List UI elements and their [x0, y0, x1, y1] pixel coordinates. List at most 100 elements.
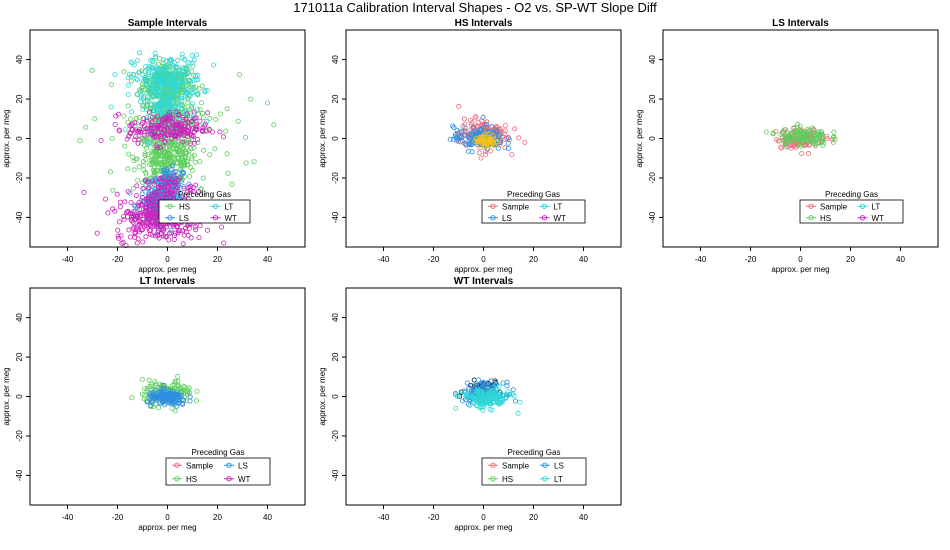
- scatter-point: [171, 401, 177, 407]
- scatter-point: [783, 140, 789, 146]
- scatter-point: [155, 101, 161, 107]
- scatter-point: [150, 138, 156, 144]
- scatter-point: [197, 118, 203, 124]
- scatter-point: [89, 67, 95, 73]
- scatter-point: [184, 111, 190, 117]
- scatter-point: [164, 190, 170, 196]
- scatter-point: [136, 164, 142, 170]
- scatter-point: [118, 233, 124, 239]
- scatter-point: [171, 84, 177, 90]
- scatter-point: [474, 387, 480, 393]
- scatter-point: [123, 243, 129, 249]
- scatter-point: [143, 106, 149, 112]
- legend-entry-label: HS: [502, 475, 513, 484]
- y-axis-label: approx. per meg: [318, 367, 327, 425]
- scatter-point: [143, 223, 149, 229]
- scatter-point: [137, 207, 143, 213]
- scatter-point: [190, 84, 196, 90]
- scatter-point: [179, 169, 185, 175]
- y-tick-label: -40: [331, 469, 340, 481]
- scatter-point: [147, 78, 153, 84]
- y-tick-label: -20: [331, 172, 340, 184]
- scatter-point: [169, 57, 175, 63]
- scatter-point: [139, 191, 145, 197]
- scatter-point: [512, 126, 518, 132]
- scatter-point: [170, 382, 176, 388]
- scatter-point: [117, 219, 123, 225]
- scatter-point: [465, 134, 471, 140]
- scatter-point: [193, 115, 199, 121]
- scatter-point: [143, 234, 149, 240]
- scatter-point: [475, 403, 481, 409]
- scatter-point: [793, 144, 799, 150]
- scatter-point: [176, 175, 182, 181]
- scatter-point: [797, 123, 803, 129]
- scatter-point: [187, 187, 193, 193]
- scatter-point: [121, 69, 127, 75]
- legend-entry-label: LS: [554, 461, 564, 470]
- scatter-point: [459, 398, 465, 404]
- scatter-point: [467, 402, 473, 408]
- scatter-point: [197, 86, 203, 92]
- scatter-point: [189, 52, 195, 58]
- scatter-point: [217, 129, 223, 135]
- scatter-point: [243, 160, 249, 166]
- scatter-point: [480, 407, 486, 413]
- scatter-point: [166, 116, 172, 122]
- scatter-point: [138, 219, 144, 225]
- scatter-point: [124, 136, 130, 142]
- scatter-point: [153, 383, 159, 389]
- legend: Preceding Gas HS LT LS WT: [158, 190, 251, 224]
- scatter-point: [179, 51, 185, 57]
- scatter-point: [122, 143, 128, 149]
- x-tick-label: 20: [213, 255, 222, 264]
- panel-1: HS Intervals -40 -20 0 20 40 -40 -20 0 20 40 approx…: [318, 18, 622, 274]
- scatter-point: [137, 50, 143, 56]
- y-tick-label: -40: [331, 211, 340, 223]
- scatter-point: [473, 382, 479, 388]
- scatter-point: [146, 96, 152, 102]
- scatter-point: [109, 136, 115, 142]
- scatter-point: [195, 107, 201, 113]
- scatter-point: [158, 224, 164, 230]
- scatter-point: [801, 134, 807, 140]
- y-tick-label: -40: [15, 211, 24, 223]
- scatter-point: [778, 131, 784, 137]
- scatter-point: [151, 222, 157, 228]
- scatter-point: [128, 131, 134, 137]
- scatter-point: [155, 110, 161, 116]
- scatter-point: [471, 377, 477, 383]
- scatter-point: [820, 143, 826, 149]
- scatter-point: [162, 140, 168, 146]
- scatter-point: [155, 227, 161, 233]
- scatter-point: [130, 185, 136, 191]
- scatter-point: [151, 189, 157, 195]
- scatter-point: [129, 395, 135, 401]
- scatter-point: [213, 116, 219, 122]
- scatter-point: [195, 140, 201, 146]
- scatter-point: [512, 398, 518, 404]
- legend-entry-label: Sample: [502, 461, 530, 470]
- scatter-point: [147, 221, 153, 227]
- scatter-point: [125, 166, 131, 172]
- scatter-point: [133, 134, 139, 140]
- x-tick-label: 20: [529, 255, 538, 264]
- scatter-point: [143, 171, 149, 177]
- scatter-point: [800, 143, 806, 149]
- scatter-point: [157, 90, 163, 96]
- scatter-point: [197, 159, 203, 165]
- y-axis-label: approx. per meg: [635, 109, 644, 167]
- scatter-point: [811, 141, 817, 147]
- scatter-point: [161, 78, 167, 84]
- scatter-point: [173, 180, 179, 186]
- scatter-point: [173, 391, 179, 397]
- y-tick-label: -20: [15, 430, 24, 442]
- scatter-point: [98, 137, 104, 143]
- scatter-point: [152, 148, 158, 154]
- scatter-point: [134, 214, 140, 220]
- scatter-point: [145, 72, 151, 78]
- scatter-point: [152, 55, 158, 61]
- scatter-point: [463, 388, 469, 394]
- scatter-point: [194, 52, 200, 58]
- scatter-point: [155, 113, 161, 119]
